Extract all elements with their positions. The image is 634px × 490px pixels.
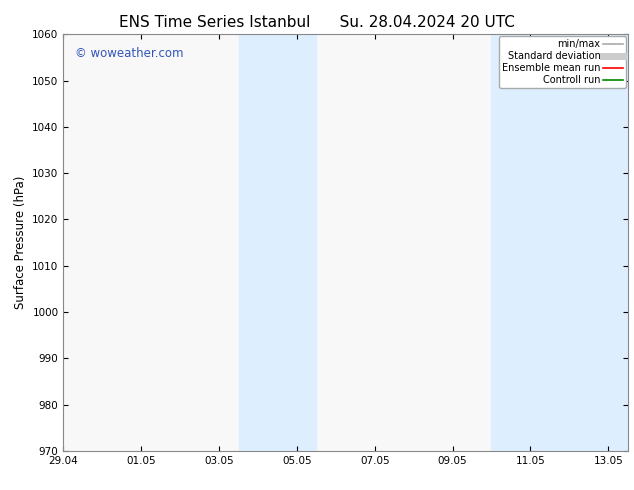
- Text: © woweather.com: © woweather.com: [75, 47, 183, 60]
- Legend: min/max, Standard deviation, Ensemble mean run, Controll run: min/max, Standard deviation, Ensemble me…: [499, 36, 626, 88]
- Text: ENS Time Series Istanbul      Su. 28.04.2024 20 UTC: ENS Time Series Istanbul Su. 28.04.2024 …: [119, 15, 515, 30]
- Y-axis label: Surface Pressure (hPa): Surface Pressure (hPa): [14, 176, 27, 309]
- Bar: [238, 34, 316, 451]
- Bar: [491, 34, 628, 451]
